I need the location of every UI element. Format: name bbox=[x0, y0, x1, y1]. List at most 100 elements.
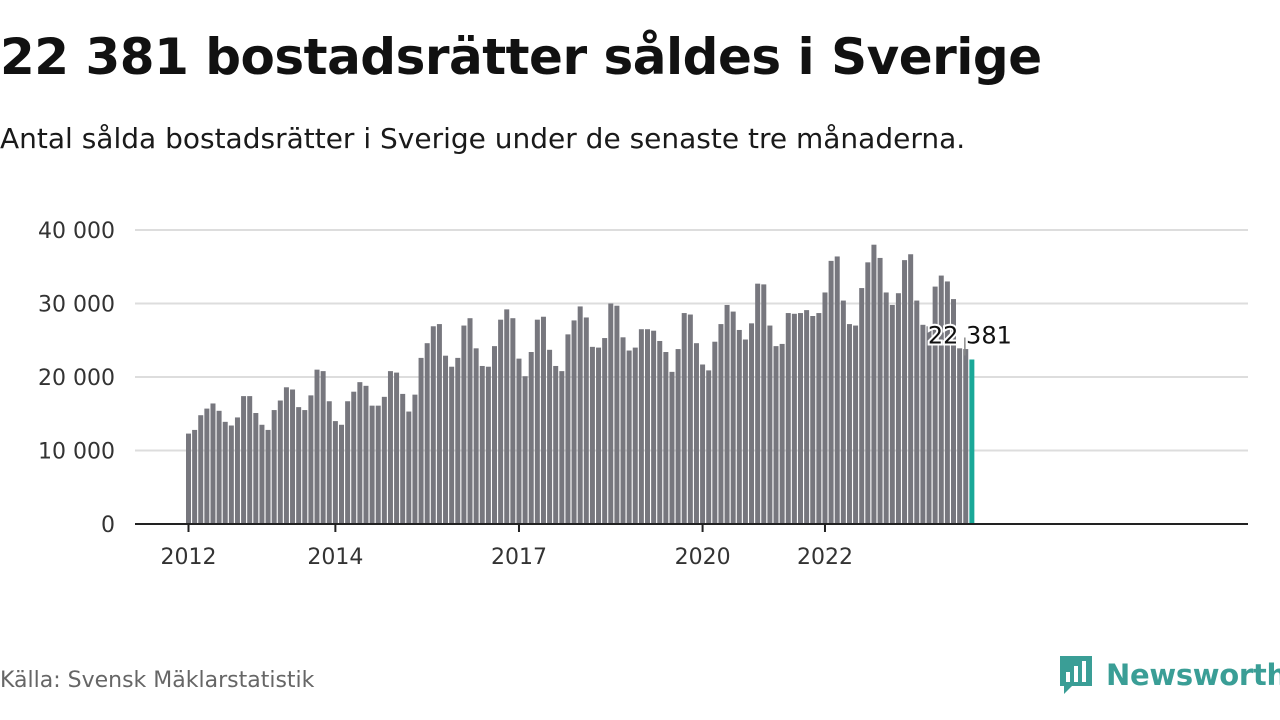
bar bbox=[510, 318, 516, 524]
bar bbox=[663, 352, 669, 524]
y-tick-label: 10 000 bbox=[38, 440, 115, 465]
bar bbox=[234, 417, 240, 524]
bar bbox=[620, 337, 626, 524]
bar bbox=[479, 365, 485, 524]
bar bbox=[951, 299, 956, 524]
x-tick-label: 2012 bbox=[161, 545, 217, 570]
bar bbox=[302, 410, 308, 524]
bar bbox=[761, 284, 767, 524]
bar bbox=[375, 405, 381, 524]
x-tick-label: 2020 bbox=[675, 545, 731, 570]
bar bbox=[449, 366, 455, 524]
bar bbox=[834, 256, 840, 524]
x-tick-label: 2022 bbox=[797, 545, 853, 570]
bar bbox=[651, 330, 657, 524]
brand-name: Newsworthy bbox=[1106, 658, 1280, 692]
bar bbox=[846, 324, 852, 524]
bar bbox=[883, 292, 889, 524]
bar bbox=[485, 366, 491, 524]
bar bbox=[804, 310, 810, 524]
bar bbox=[418, 357, 424, 524]
bar bbox=[204, 408, 210, 524]
bar bbox=[522, 376, 528, 524]
bar bbox=[271, 410, 277, 524]
bar bbox=[296, 407, 302, 524]
bar bbox=[779, 343, 785, 524]
bar bbox=[926, 326, 932, 524]
bar bbox=[730, 311, 736, 524]
bar bbox=[712, 341, 718, 524]
bar bbox=[583, 317, 589, 524]
bar bbox=[871, 244, 877, 524]
bar bbox=[326, 401, 332, 524]
bar bbox=[222, 421, 228, 524]
bar bbox=[736, 329, 742, 524]
bar bbox=[608, 303, 614, 524]
bar bbox=[810, 316, 816, 524]
bar bbox=[669, 371, 675, 524]
bar bbox=[914, 300, 920, 524]
y-axis-labels: 0 10 000 20 000 30 000 40 000 bbox=[38, 219, 115, 538]
annotations: 22 381 bbox=[926, 319, 1014, 356]
bar bbox=[430, 326, 436, 524]
bar bbox=[259, 424, 265, 524]
bar bbox=[889, 304, 895, 524]
bar bbox=[865, 262, 871, 524]
bar bbox=[828, 260, 834, 524]
bar bbox=[859, 288, 865, 524]
bar bbox=[853, 325, 859, 524]
bar bbox=[424, 343, 430, 524]
bar bbox=[645, 329, 650, 524]
bar bbox=[363, 385, 369, 524]
bar bbox=[706, 370, 712, 524]
bar bbox=[504, 309, 510, 524]
bar-highlight bbox=[969, 359, 975, 524]
bar bbox=[938, 275, 944, 524]
bar bbox=[687, 314, 693, 524]
bar bbox=[840, 300, 846, 524]
bar bbox=[626, 350, 632, 524]
bar bbox=[944, 281, 950, 524]
bar bbox=[742, 339, 748, 524]
bar bbox=[932, 286, 938, 524]
x-axis-labels: 2012 2014 2017 2020 2022 bbox=[161, 524, 853, 570]
bar bbox=[247, 396, 253, 524]
bar bbox=[351, 391, 357, 524]
bar bbox=[473, 348, 479, 524]
bar bbox=[785, 313, 791, 524]
bar bbox=[895, 293, 901, 524]
bar bbox=[461, 325, 467, 524]
bar bbox=[467, 318, 473, 524]
bar bbox=[394, 372, 400, 524]
bar bbox=[822, 292, 828, 524]
bar bbox=[241, 396, 247, 524]
bar bbox=[406, 411, 412, 524]
chart-subtitle: Antal sålda bostadsrätter i Sverige unde… bbox=[0, 122, 966, 155]
bar bbox=[357, 382, 363, 524]
y-tick-label: 40 000 bbox=[38, 219, 115, 244]
bar bbox=[436, 324, 442, 524]
bar bbox=[381, 396, 387, 524]
bar bbox=[443, 355, 449, 524]
y-tick-label: 0 bbox=[101, 513, 115, 538]
bar bbox=[320, 371, 326, 524]
bar bbox=[718, 324, 724, 524]
x-tick-label: 2014 bbox=[307, 545, 363, 570]
bar bbox=[675, 349, 681, 524]
bar bbox=[277, 400, 283, 524]
bar bbox=[589, 346, 595, 524]
bar bbox=[308, 395, 314, 525]
newsworthy-logo-icon bbox=[1060, 656, 1092, 694]
brand-logo[interactable]: Newsworthy bbox=[1058, 654, 1280, 696]
y-tick-label: 20 000 bbox=[38, 366, 115, 391]
bar bbox=[228, 425, 234, 524]
bar bbox=[724, 304, 730, 524]
bar bbox=[700, 364, 706, 524]
bar bbox=[773, 346, 779, 524]
bars bbox=[186, 244, 975, 525]
bar bbox=[767, 325, 773, 524]
bar bbox=[516, 358, 522, 525]
bar bbox=[565, 334, 571, 524]
bar bbox=[290, 389, 296, 524]
bar bbox=[908, 254, 914, 524]
